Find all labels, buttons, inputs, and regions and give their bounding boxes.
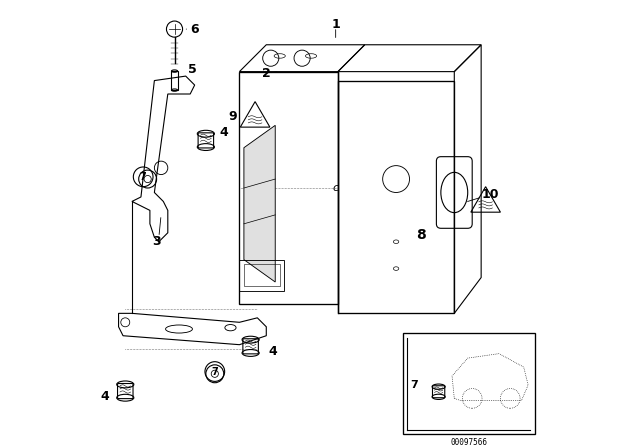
- Text: 7: 7: [410, 380, 418, 390]
- Bar: [244, 264, 280, 286]
- Text: c: c: [333, 183, 339, 193]
- Text: 8: 8: [416, 228, 426, 242]
- Text: 3: 3: [152, 235, 161, 248]
- Text: 4: 4: [220, 125, 228, 138]
- Bar: [403, 333, 535, 434]
- Bar: [239, 260, 284, 291]
- Bar: [338, 81, 454, 313]
- Text: 7: 7: [211, 366, 218, 376]
- Text: 7: 7: [140, 172, 147, 182]
- Bar: [239, 72, 338, 304]
- Text: 00097566: 00097566: [451, 438, 487, 447]
- Text: 10: 10: [481, 188, 499, 201]
- Text: 4: 4: [100, 390, 109, 403]
- Bar: [172, 71, 177, 90]
- Text: 9: 9: [228, 110, 237, 123]
- Text: 1: 1: [332, 18, 340, 31]
- Text: 2: 2: [262, 67, 271, 80]
- Text: 5: 5: [188, 63, 196, 76]
- Text: 6: 6: [190, 22, 199, 35]
- Polygon shape: [244, 125, 275, 282]
- Text: 4: 4: [269, 345, 277, 358]
